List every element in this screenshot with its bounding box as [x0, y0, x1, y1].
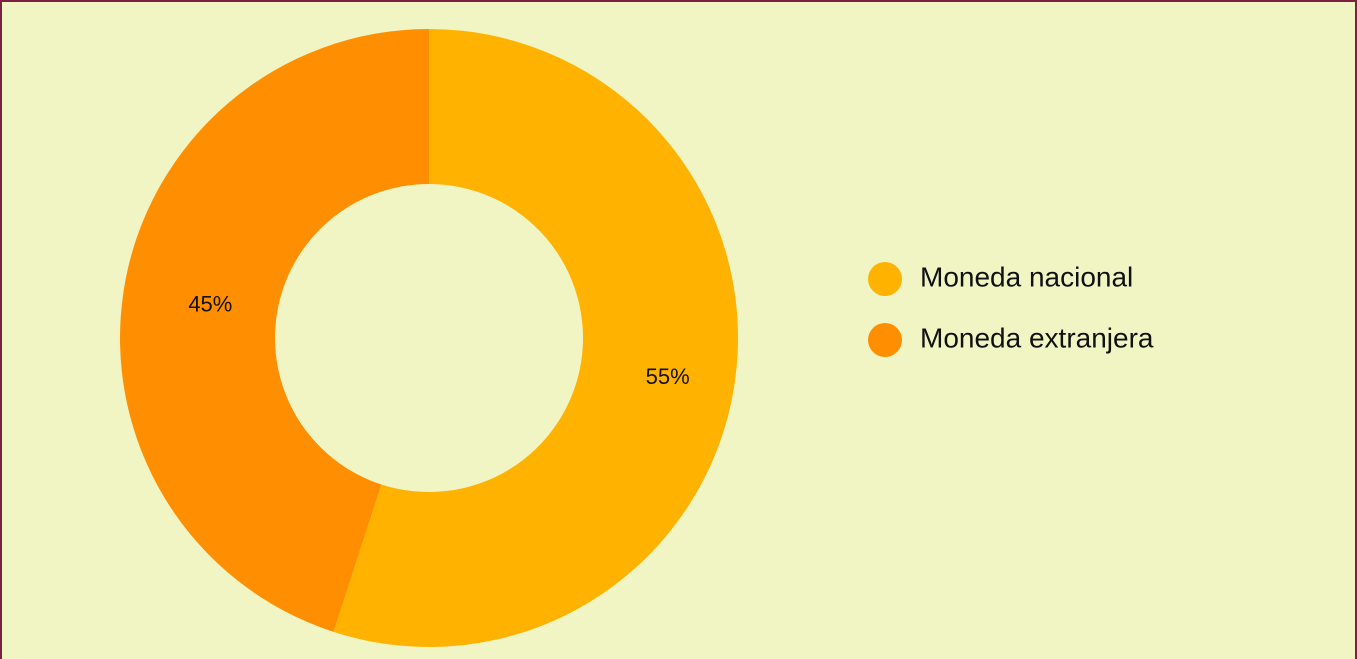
donut-slice [333, 29, 738, 647]
donut-slice [119, 29, 429, 632]
legend-label: Moneda nacional [920, 261, 1133, 292]
data-label: 55% [646, 364, 690, 389]
legend-swatch [868, 323, 902, 357]
data-label: 45% [188, 292, 232, 317]
legend-swatch [868, 262, 902, 296]
legend-label: Moneda extranjera [920, 322, 1154, 353]
